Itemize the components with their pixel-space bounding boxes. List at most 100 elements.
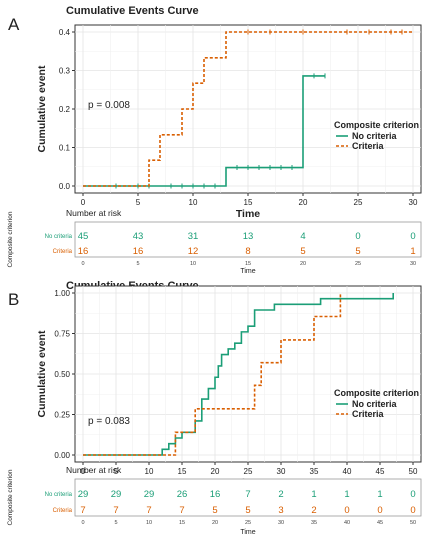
series-no-criteria (83, 293, 394, 456)
legend-entry: No criteria (352, 399, 398, 409)
risk-count: 13 (243, 231, 254, 242)
x-tick-label: 20 (211, 467, 220, 476)
series-criteria (83, 293, 342, 456)
y-axis-label: Cumulative event (36, 330, 48, 417)
risk-table-frame (74, 221, 422, 258)
series-line (83, 293, 394, 456)
y-tick-label: 0.00 (54, 451, 70, 460)
risk-row-label: Criteria (53, 508, 73, 514)
risk-time-label: 20 (212, 520, 218, 526)
risk-row-label: Criteria (53, 249, 73, 255)
risk-time-label: 10 (146, 520, 152, 526)
risk-count: 2 (311, 505, 316, 516)
risk-count: 7 (80, 505, 85, 516)
x-tick-label: 50 (409, 467, 418, 476)
y-tick-label: 0.75 (54, 330, 70, 339)
risk-count: 5 (212, 505, 217, 516)
risk-count: 7 (113, 505, 118, 516)
series-line (83, 31, 413, 187)
risk-time-label: 5 (136, 261, 139, 267)
risk-count: 0 (410, 489, 415, 500)
risk-table-side-label: Composite criterion (7, 469, 14, 525)
risk-count: 1 (344, 489, 349, 500)
risk-time-label: 15 (245, 261, 251, 267)
risk-row-label: No criteria (45, 492, 73, 498)
x-tick-label: 30 (409, 198, 418, 207)
risk-count: 5 (355, 246, 360, 257)
y-tick-label: 0.25 (54, 411, 70, 420)
x-tick-label: 15 (178, 467, 187, 476)
risk-time-label: 5 (114, 520, 117, 526)
y-tick-label: 0.2 (59, 105, 71, 114)
x-tick-label: 0 (81, 467, 86, 476)
risk-time-label: 0 (81, 520, 84, 526)
x-tick-label: 10 (189, 198, 198, 207)
grid-lines (75, 25, 421, 193)
risk-count: 0 (344, 505, 349, 516)
series-line (83, 293, 342, 456)
risk-count: 1 (311, 489, 316, 500)
risk-time-label: 45 (377, 520, 383, 526)
risk-time-label: 10 (190, 261, 196, 267)
x-tick-label: 45 (376, 467, 385, 476)
risk-table-xlabel: Time (240, 268, 255, 275)
risk-table-frame (74, 478, 422, 517)
x-tick-label: 5 (114, 467, 119, 476)
x-tick-label: 25 (244, 467, 253, 476)
p-value-annotation: p = 0.008 (88, 100, 130, 111)
risk-count: 12 (188, 246, 199, 257)
risk-count: 7 (245, 489, 250, 500)
risk-time-label: 25 (355, 261, 361, 267)
risk-time-label: 15 (179, 520, 185, 526)
risk-count: 0 (355, 231, 360, 242)
risk-count: 29 (144, 489, 155, 500)
x-tick-label: 25 (354, 198, 363, 207)
risk-count: 5 (300, 246, 305, 257)
risk-count: 43 (133, 231, 144, 242)
x-tick-label: 35 (310, 467, 319, 476)
risk-time-label: 30 (278, 520, 284, 526)
risk-count: 16 (210, 489, 221, 500)
risk-time-label: 25 (245, 520, 251, 526)
x-axis-label: Time (236, 208, 260, 220)
risk-count: 3 (278, 505, 283, 516)
panel-a: A Cumulative Events Curve 0.0 0.1 0.2 0.3 0.4 0… (7, 5, 422, 275)
y-tick-label: 1.00 (54, 289, 70, 298)
risk-time-label: 20 (300, 261, 306, 267)
y-tick-label: 0.4 (59, 28, 71, 37)
legend-entry: No criteria (352, 131, 398, 141)
chart-title: Cumulative Events Curve (66, 5, 199, 17)
y-tick-label: 0.50 (54, 370, 70, 379)
legend-entry: Criteria (352, 141, 385, 151)
x-tick-label: 15 (244, 198, 253, 207)
legend-title: Composite criterion (334, 120, 419, 130)
y-tick-label: 0.1 (59, 144, 71, 153)
risk-table-side-label: Composite criterion (7, 211, 14, 267)
risk-count: 26 (177, 489, 188, 500)
panel-letter: B (8, 290, 19, 309)
risk-count: 29 (78, 489, 89, 500)
risk-time-label: 35 (311, 520, 317, 526)
p-value-annotation: p = 0.083 (88, 416, 130, 427)
y-axis-label: Cumulative event (36, 65, 48, 152)
risk-time-label: 30 (410, 261, 416, 267)
risk-count: 7 (179, 505, 184, 516)
x-tick-label: 20 (299, 198, 308, 207)
panel-letter: A (8, 15, 20, 34)
risk-count: 16 (78, 246, 89, 257)
risk-count: 16 (133, 246, 144, 257)
x-tick-label: 10 (145, 467, 154, 476)
risk-count: 29 (111, 489, 122, 500)
risk-time-label: 50 (410, 520, 416, 526)
y-tick-label: 0.0 (59, 182, 71, 191)
series-line (83, 75, 325, 187)
panel-b: BCumulative Events Curve0.000.250.500.75… (7, 280, 422, 536)
risk-table-title: Number at risk (66, 208, 122, 218)
risk-count: 1 (377, 489, 382, 500)
risk-time-label: 40 (344, 520, 350, 526)
risk-count: 5 (245, 505, 250, 516)
risk-count: 8 (245, 246, 250, 257)
